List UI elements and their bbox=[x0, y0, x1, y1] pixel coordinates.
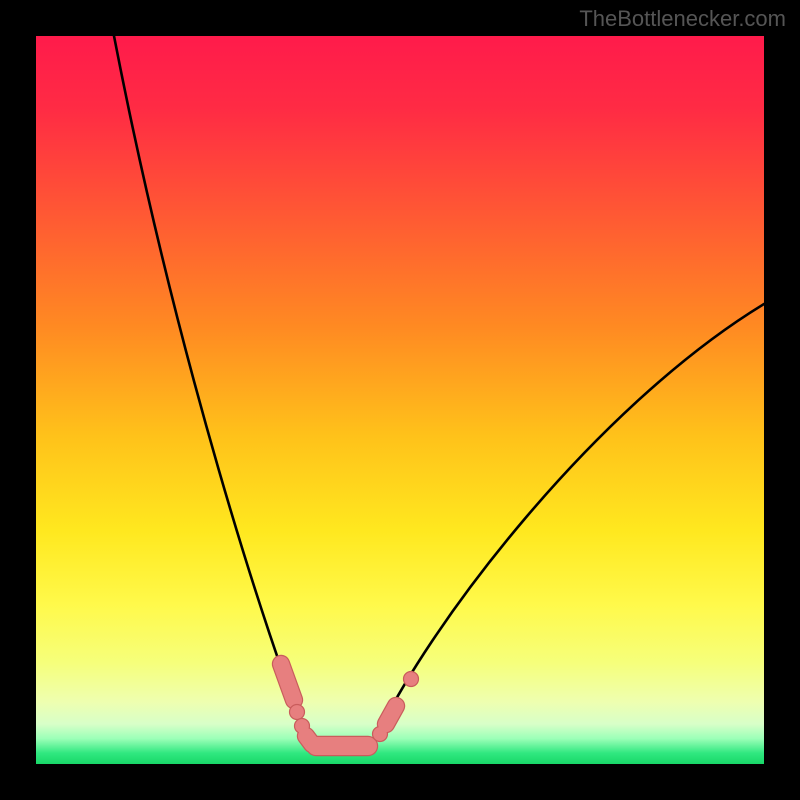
marker-dot bbox=[404, 672, 419, 687]
marker-capsule bbox=[386, 706, 396, 724]
chart-plot-area bbox=[36, 36, 764, 764]
watermark-text: TheBottlenecker.com bbox=[579, 6, 786, 32]
right-curve bbox=[372, 304, 764, 746]
marker-group bbox=[281, 664, 419, 746]
left-curve bbox=[114, 36, 310, 746]
marker-dot bbox=[290, 705, 305, 720]
chart-svg-layer bbox=[36, 36, 764, 764]
